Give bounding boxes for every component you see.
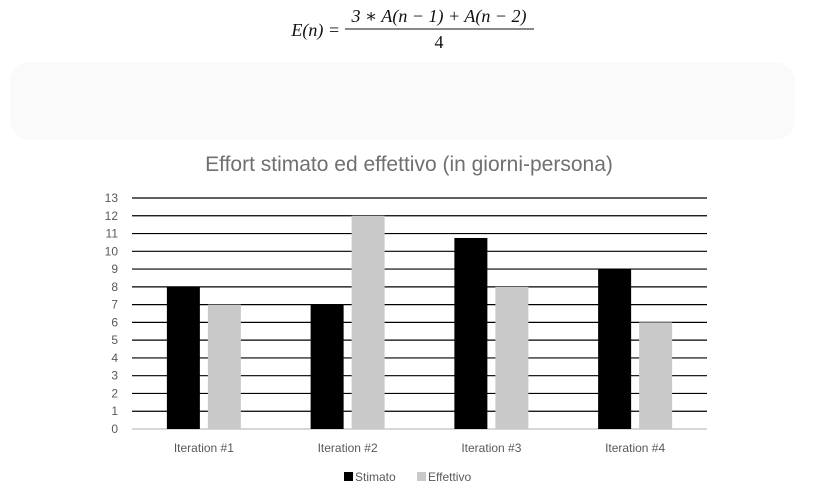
y-tick-label: 8 bbox=[111, 280, 118, 294]
x-category-label: Iteration #3 bbox=[461, 441, 521, 455]
bar-stimato-3 bbox=[454, 237, 488, 429]
bar-stimato-2 bbox=[310, 304, 344, 429]
formula-denominator: 4 bbox=[435, 32, 444, 52]
y-tick-label: 10 bbox=[105, 244, 119, 258]
y-tick-label: 4 bbox=[111, 351, 118, 365]
y-tick-label: 12 bbox=[105, 209, 119, 223]
y-tick-label: 6 bbox=[111, 315, 118, 329]
effort-formula: E(n) = 3 ∗ A(n − 1) + A(n − 2) 4 bbox=[290, 6, 534, 52]
effort-bar-chart: Effort stimato ed effettivo (in giorni-p… bbox=[105, 153, 707, 484]
x-category-label: Iteration #4 bbox=[605, 441, 665, 455]
x-category-label: Iteration #2 bbox=[318, 441, 378, 455]
bar-stimato-1 bbox=[166, 286, 200, 429]
y-tick-label: 0 bbox=[111, 422, 118, 436]
chart-bars bbox=[166, 215, 673, 429]
bar-stimato-4 bbox=[598, 269, 632, 429]
y-tick-label: 5 bbox=[111, 333, 118, 347]
bar-effettivo-3 bbox=[495, 286, 529, 429]
legend-swatch-stimato bbox=[344, 472, 353, 481]
formula-lhs: E(n) = bbox=[290, 20, 340, 41]
formula-numerator: 3 ∗ A(n − 1) + A(n − 2) bbox=[351, 6, 527, 27]
legend-label-stimato: Stimato bbox=[355, 470, 396, 484]
bar-effettivo-2 bbox=[351, 215, 385, 429]
y-tick-label: 13 bbox=[105, 191, 119, 205]
blurred-region bbox=[10, 62, 795, 140]
x-category-label: Iteration #1 bbox=[174, 441, 234, 455]
y-tick-label: 7 bbox=[111, 298, 118, 312]
chart-title: Effort stimato ed effettivo (in giorni-p… bbox=[205, 153, 613, 176]
y-tick-label: 1 bbox=[111, 404, 118, 418]
y-tick-label: 9 bbox=[111, 262, 118, 276]
legend-swatch-effettivo bbox=[417, 472, 426, 481]
bar-effettivo-1 bbox=[207, 304, 241, 429]
y-tick-label: 3 bbox=[111, 369, 118, 383]
x-axis-categories: Iteration #1 Iteration #2 Iteration #3 Iter… bbox=[174, 441, 666, 455]
chart-legend: Stimato Effettivo bbox=[344, 470, 471, 484]
legend-label-effettivo: Effettivo bbox=[428, 470, 471, 484]
y-tick-label: 2 bbox=[111, 386, 118, 400]
bar-effettivo-4 bbox=[639, 322, 673, 429]
y-tick-label: 11 bbox=[106, 227, 119, 241]
